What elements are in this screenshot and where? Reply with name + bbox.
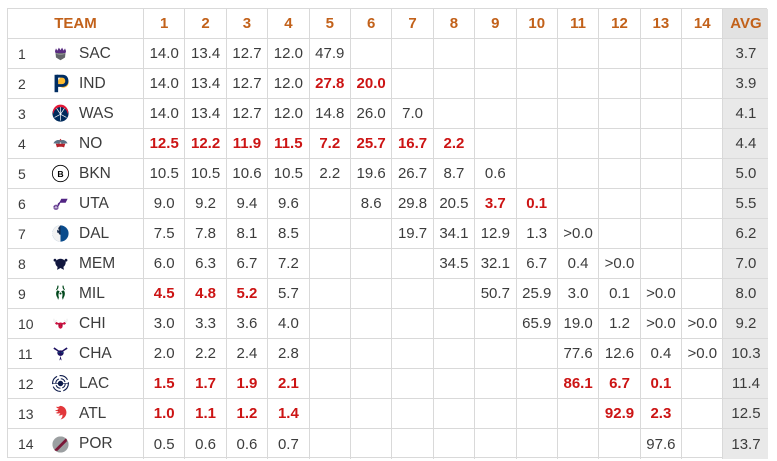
- svg-text:B: B: [57, 169, 63, 179]
